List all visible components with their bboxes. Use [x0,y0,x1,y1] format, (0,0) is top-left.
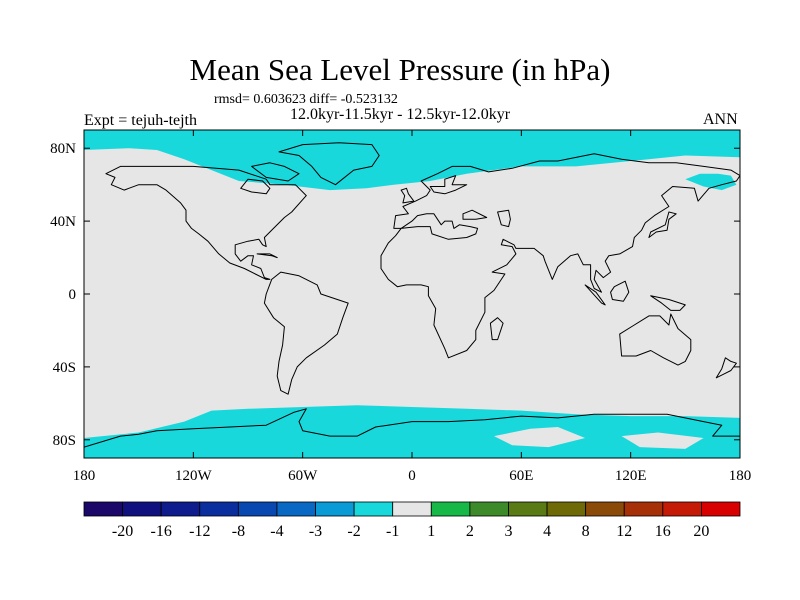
colorbar-swatch [430,501,471,517]
lon-tick-label: 180 [729,468,752,484]
colorbar-swatch [199,501,239,517]
lon-tick-label: 60W [288,468,318,484]
colorbar-swatch [276,501,316,517]
colorbar-label: 20 [693,523,709,540]
coastline-greenland [278,142,380,186]
region-antarctic-east-patch [621,432,704,449]
coastline-baffin-island [251,162,300,182]
colorbar-swatch [237,501,278,517]
colorbar-label: -16 [151,523,172,540]
colorbar-label: -1 [386,523,399,540]
colorbar-swatch [122,501,162,517]
colorbar-swatch [546,501,587,517]
lat-tick-label: 80S [53,433,76,449]
colorbar-label: -12 [189,523,210,540]
coastline-hudson-bay [240,178,271,195]
colorbar-label: 3 [505,523,513,540]
lat-tick-label: 0 [69,287,77,303]
colorbar-label: 4 [543,523,551,540]
region-antarctic-interior-patch [494,427,586,448]
period-line: 12.0kyr-11.5kyr - 12.5kyr-12.0kyr [290,106,511,123]
coastline-cuba [256,253,278,259]
lon-tick-label: 0 [408,468,416,484]
coastline-japan [648,211,677,238]
map-axes: 180 120W 60W 0 60E 120E 180 80N 40N 0 40S 80S [50,130,751,484]
stats-line: rmsd= 0.603623 diff= -0.523132 [214,92,398,107]
coastline-antarctica [84,408,740,448]
colorbar-label: 2 [466,523,474,540]
colorbar-label: 16 [655,523,671,540]
coastline-south-america [263,271,349,395]
lat-tick-label: 80N [50,141,76,157]
colorbar-swatch [701,501,741,517]
colorbar-swatch [160,501,201,517]
colorbar-label: -4 [270,523,283,540]
region-arctic-band [84,130,740,191]
region-north-pacific-patch [685,173,737,191]
plot-title: Mean Sea Level Pressure (in hPa) [189,52,611,87]
colorbar-label: 8 [582,523,590,540]
coastline-borneo [610,280,630,302]
lon-tick-label: 120W [175,468,213,484]
coastline-eurasia-africa [380,153,740,359]
colorbar-swatch [623,501,664,517]
coastline-great-britain [400,187,415,204]
season-label: ANN [703,111,738,128]
colorbar-label: -20 [112,523,133,540]
colorbar-swatch [508,501,548,517]
coastline-new-zealand [715,357,737,379]
lon-tick-label: 180 [73,468,96,484]
map-plot-area [84,130,740,458]
coastline-sumatra [584,284,606,306]
colorbar-label: -3 [309,523,322,540]
colorbar-label: 12 [616,523,632,540]
coastline-new-guinea [650,295,686,311]
lat-tick-label: 40S [53,360,76,376]
colorbar-label: 1 [427,523,435,540]
lat-tick-label: 40N [50,214,76,230]
colorbar-swatch [469,501,509,517]
colorbar-swatch [315,501,355,517]
lon-tick-label: 60E [509,468,533,484]
colorbar-label: -8 [232,523,245,540]
coastline-north-america [105,165,307,280]
colorbar-swatch [662,501,702,517]
map-background [84,130,740,458]
coastline-caspian-sea [497,209,511,228]
colorbar-label: -2 [347,523,360,540]
coastline-madagascar [489,317,504,341]
region-southern-ocean-band [84,405,740,458]
colorbar-swatch [83,501,123,517]
colorbar-swatch [353,501,394,517]
colorbar: -20 -16 -12 -8 -4 -3 -2 -1 1 2 3 4 8 12 16 20 [83,501,741,540]
coastline-scandinavia-baltic [429,175,468,195]
experiment-label: Expt = tejuh-tejth [84,112,197,129]
colorbar-swatch [392,501,432,517]
coastline-australia [619,313,692,366]
colorbar-swatch [585,501,625,517]
lon-tick-label: 120E [615,468,647,484]
coastline-black-sea [462,209,488,220]
